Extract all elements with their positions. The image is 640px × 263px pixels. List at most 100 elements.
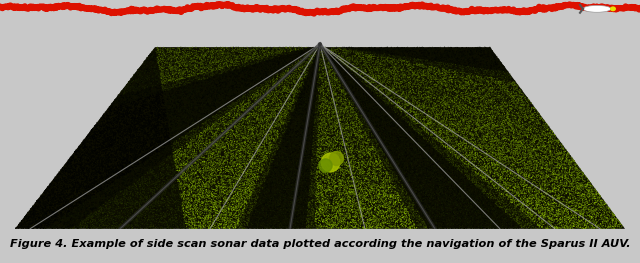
Point — [402, 48, 412, 52]
Point — [92, 158, 102, 162]
Point — [56, 224, 67, 228]
Point — [380, 68, 390, 72]
Point — [84, 130, 95, 134]
Point — [334, 79, 344, 83]
Point — [445, 171, 455, 175]
Point — [149, 145, 159, 149]
Point — [376, 132, 387, 136]
Point — [204, 202, 214, 206]
Point — [291, 204, 301, 208]
Point — [377, 217, 387, 221]
Point — [346, 78, 356, 83]
Point — [318, 163, 328, 167]
Point — [211, 97, 221, 101]
Point — [113, 188, 124, 192]
Point — [192, 201, 202, 205]
Point — [458, 129, 468, 134]
Point — [504, 206, 515, 210]
Point — [70, 165, 80, 169]
Point — [144, 88, 154, 92]
Point — [145, 202, 156, 206]
Point — [98, 130, 108, 134]
Point — [317, 153, 328, 157]
Point — [466, 180, 476, 185]
Point — [344, 124, 354, 129]
Point — [170, 125, 180, 129]
Point — [319, 178, 329, 183]
Point — [221, 68, 232, 73]
Point — [313, 226, 323, 230]
Point — [118, 223, 128, 227]
Point — [589, 194, 599, 198]
Point — [324, 92, 334, 96]
Point — [145, 102, 156, 106]
Point — [266, 61, 276, 65]
Point — [145, 183, 155, 188]
Point — [267, 118, 277, 122]
Point — [236, 68, 246, 73]
Point — [353, 176, 363, 180]
Point — [149, 142, 159, 146]
Point — [51, 202, 61, 206]
Point — [488, 105, 498, 109]
Point — [539, 130, 549, 134]
Point — [97, 162, 108, 166]
Point — [246, 149, 257, 153]
Point — [351, 124, 362, 128]
Point — [177, 119, 187, 123]
Point — [373, 73, 383, 77]
Point — [200, 144, 211, 148]
Point — [282, 135, 292, 140]
Point — [464, 98, 474, 102]
Point — [246, 56, 256, 60]
Point — [457, 215, 467, 219]
Point — [446, 106, 456, 110]
Point — [333, 55, 344, 60]
Point — [502, 117, 513, 121]
Point — [470, 72, 480, 76]
Point — [138, 114, 148, 118]
Point — [113, 122, 123, 126]
Point — [275, 117, 285, 121]
Point — [282, 128, 292, 132]
Point — [98, 185, 108, 189]
Point — [204, 150, 214, 154]
Point — [365, 220, 375, 224]
Point — [492, 170, 502, 174]
Point — [376, 49, 387, 53]
Point — [436, 102, 447, 107]
Point — [531, 138, 541, 142]
Point — [400, 167, 410, 171]
Point — [204, 113, 214, 117]
Point — [543, 149, 553, 153]
Point — [332, 225, 342, 230]
Point — [376, 223, 386, 227]
Point — [287, 135, 298, 139]
Point — [284, 105, 294, 109]
Point — [63, 160, 73, 164]
Point — [437, 61, 447, 65]
Point — [564, 179, 574, 184]
Point — [218, 55, 228, 59]
Point — [221, 104, 232, 108]
Point — [298, 128, 308, 132]
Point — [372, 149, 383, 154]
Point — [404, 141, 414, 145]
Point — [387, 135, 397, 139]
Point — [215, 75, 225, 79]
Point — [564, 214, 575, 218]
Point — [152, 79, 162, 83]
Point — [214, 160, 225, 165]
Point — [365, 117, 376, 121]
Point — [360, 59, 370, 63]
Point — [162, 145, 172, 149]
Point — [490, 164, 500, 168]
Point — [233, 61, 243, 65]
Point — [461, 111, 472, 115]
Point — [156, 130, 166, 134]
Point — [456, 132, 466, 136]
Point — [346, 148, 356, 152]
Point — [317, 174, 328, 178]
Point — [285, 90, 295, 94]
Point — [292, 137, 302, 141]
